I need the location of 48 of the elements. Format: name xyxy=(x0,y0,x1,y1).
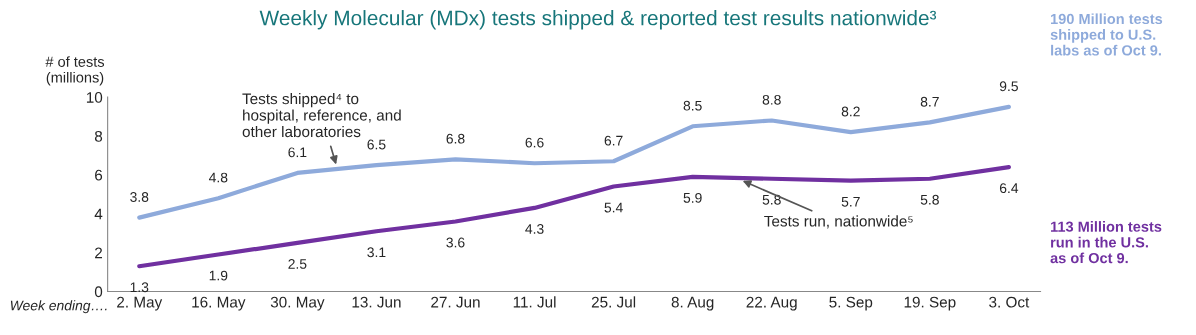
data-label: 3.6 xyxy=(446,237,465,248)
x-tick-label: 2. May xyxy=(117,296,163,311)
data-label: 6.7 xyxy=(604,135,623,146)
data-label: 6.6 xyxy=(525,137,544,148)
data-label: 8.2 xyxy=(841,106,860,117)
data-label: 1.3 xyxy=(130,282,149,293)
x-tick-label: 13. Jun xyxy=(352,296,401,308)
y-tick-label: 8 xyxy=(94,130,103,142)
data-label: 5.9 xyxy=(683,192,702,203)
y-tick-label: 10 xyxy=(86,92,103,103)
y-axis-title: # of tests (millions) xyxy=(45,56,105,86)
y-tick-label: 6 xyxy=(95,169,103,181)
x-tick-label: 11. Jul xyxy=(513,296,556,308)
x-tick-label: 25. Jul xyxy=(591,296,636,308)
data-label: 5.4 xyxy=(604,202,623,213)
x-tick-label: 5. Sep xyxy=(829,296,873,311)
data-label: 6.8 xyxy=(446,133,465,144)
data-label: 4.8 xyxy=(208,172,228,183)
data-label: 9.5 xyxy=(999,81,1018,92)
data-label: 8.7 xyxy=(920,96,939,107)
x-tick-label: 30. May xyxy=(270,296,325,311)
data-label: 1.9 xyxy=(209,270,228,281)
x-tick-label: 22. Aug xyxy=(746,296,797,311)
text: Tests run, nationwide⁵ xyxy=(764,215,913,229)
x-tick-label: 27. Jun xyxy=(431,296,480,308)
x-axis-title: Week ending…. xyxy=(10,300,107,314)
y-tick-label: 0 xyxy=(94,286,103,298)
x-tick-label: 3. Oct xyxy=(989,296,1030,308)
data-label: 6.5 xyxy=(367,139,386,150)
data-label: 2.5 xyxy=(288,258,307,269)
y-tick-label: 4 xyxy=(94,208,103,220)
data-label: 3.8 xyxy=(130,192,149,202)
data-label: 6.4 xyxy=(999,183,1019,194)
x-tick-label: 8. Aug xyxy=(671,296,714,311)
chart-title: Weekly Molecular (MDx) tests shipped & reported test results nationwide³ xyxy=(259,10,937,30)
data-label: 5.7 xyxy=(841,196,860,207)
data-label: 8.8 xyxy=(762,94,781,105)
data-label: 4.3 xyxy=(525,224,544,234)
text: 113 Million tests run in the U.S. as of Oct 9. xyxy=(1050,221,1162,264)
x-tick-label: 19. Sep xyxy=(904,296,956,311)
x-tick-label: 16. May xyxy=(192,296,246,311)
data-label: 3.1 xyxy=(367,247,386,258)
data-label: 8.5 xyxy=(683,100,702,111)
text: 190 Million tests shipped to U.S. labs as of Oct 9. xyxy=(1050,13,1163,56)
series-label: Tests shipped⁴ to hospital, reference, and other laboratories xyxy=(242,93,401,138)
data-label: 5.8 xyxy=(920,194,939,205)
y-tick-label: 2 xyxy=(95,247,103,259)
data-label: 6.1 xyxy=(288,147,307,158)
